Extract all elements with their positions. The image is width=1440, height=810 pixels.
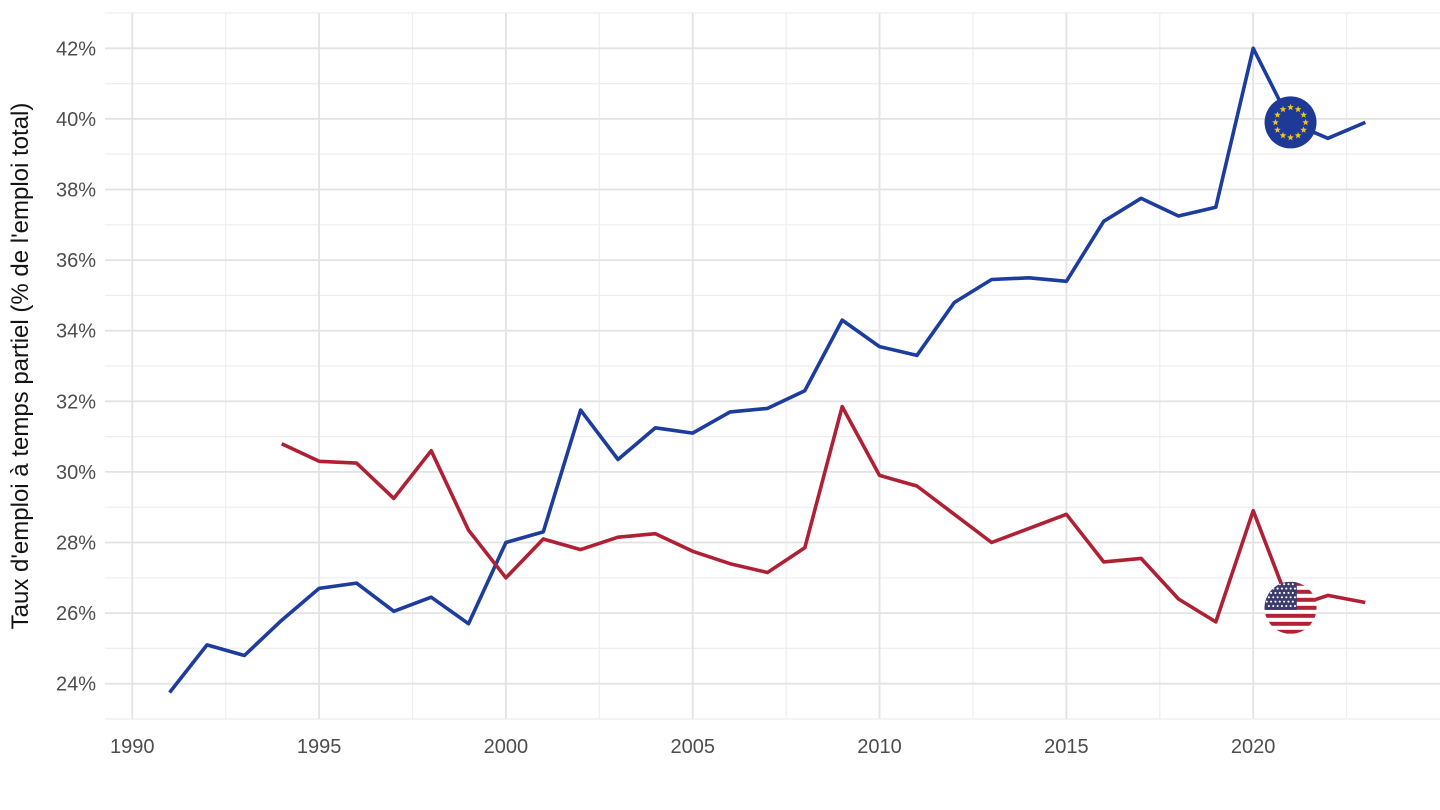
y-tick-label: 28%	[56, 533, 96, 555]
x-axis-tick-labels: 1990 1995 2000 2005 2010 2015 2020	[110, 736, 1275, 758]
y-axis-tick-labels: 24% 26% 28% 30% 32% 34% 36% 38% 40% 42%	[56, 38, 96, 695]
y-tick-label: 40%	[56, 109, 96, 131]
major-gridlines	[105, 13, 1440, 719]
y-tick-label: 30%	[56, 462, 96, 484]
y-tick-label: 42%	[56, 38, 96, 60]
x-tick-label: 2000	[484, 736, 529, 758]
series-flag-markers	[1264, 96, 1317, 634]
y-tick-label: 34%	[56, 321, 96, 343]
series-line-etats-unis	[280, 404, 1366, 624]
x-tick-label: 2005	[670, 736, 715, 758]
data-series-lines	[168, 46, 1367, 694]
x-tick-label: 1995	[297, 736, 342, 758]
x-tick-label: 2010	[857, 736, 902, 758]
y-tick-label: 36%	[56, 250, 96, 272]
y-tick-label: 24%	[56, 674, 96, 696]
x-tick-label: 2015	[1044, 736, 1089, 758]
eu-flag-icon	[1264, 96, 1317, 149]
y-axis-title: Taux d'emploi à temps partiel (% de l'em…	[7, 103, 34, 630]
y-tick-label: 32%	[56, 391, 96, 413]
y-tick-label: 38%	[56, 180, 96, 202]
y-tick-label: 26%	[56, 603, 96, 625]
x-tick-label: 1990	[110, 736, 155, 758]
us-flag-icon	[1264, 581, 1317, 634]
minor-gridlines	[105, 12, 1440, 720]
x-tick-label: 2020	[1231, 736, 1276, 758]
series-line-union-europeenne	[168, 46, 1367, 694]
